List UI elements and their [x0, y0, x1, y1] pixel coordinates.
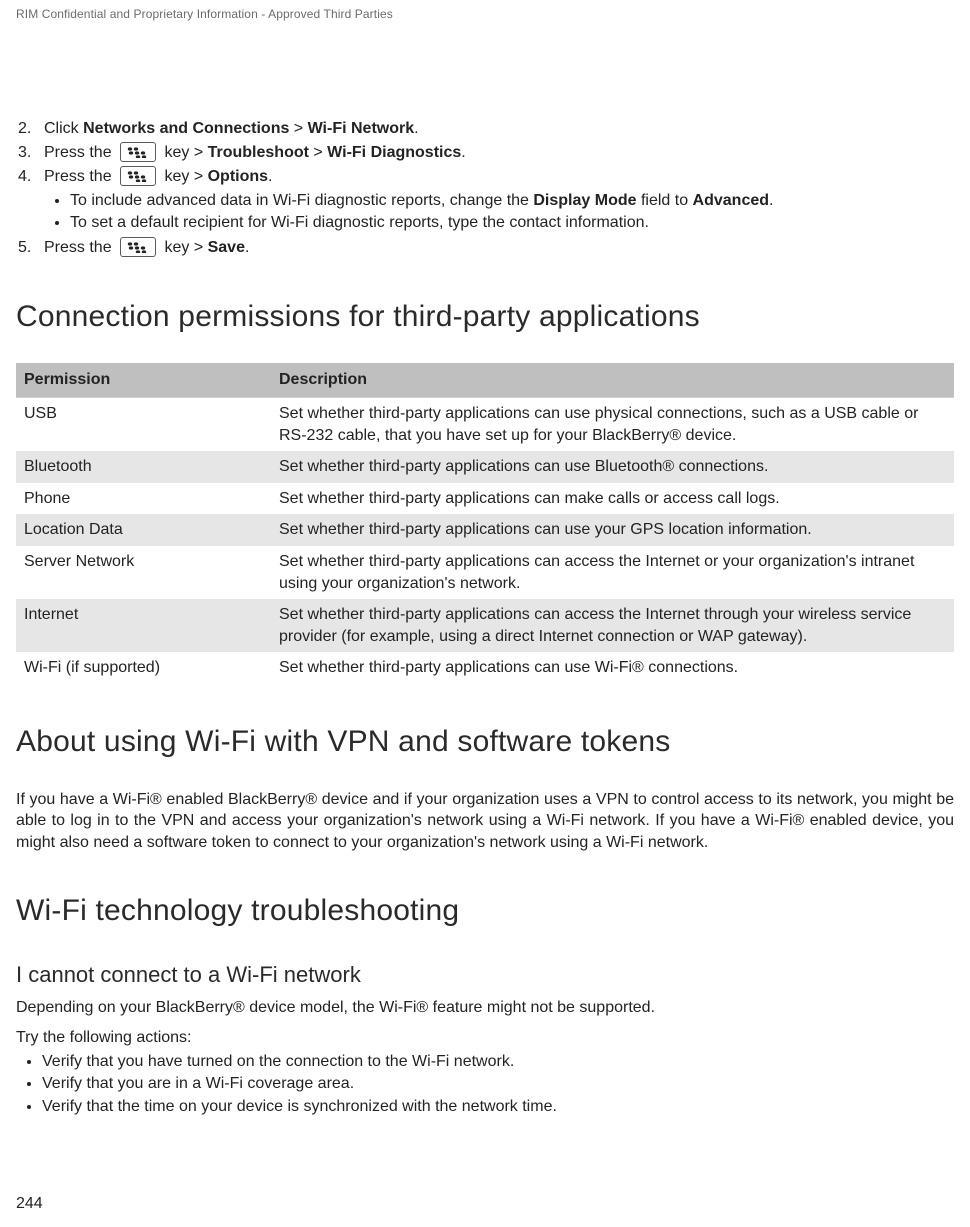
- section-troubleshooting-title: Wi-Fi technology troubleshooting: [16, 891, 954, 932]
- list-item: To include advanced data in Wi-Fi diagno…: [70, 190, 954, 212]
- step-item: 5.Press the key > Save.: [16, 237, 954, 259]
- permission-description: Set whether third-party applications can…: [271, 483, 954, 515]
- blackberry-key-icon: [120, 142, 156, 162]
- header-confidential-note: RIM Confidential and Proprietary Informa…: [16, 6, 954, 22]
- troubleshoot-p1: Depending on your BlackBerry® device mod…: [16, 997, 954, 1019]
- vpn-para: If you have a Wi-Fi® enabled BlackBerry®…: [16, 789, 954, 854]
- permission-description: Set whether third-party applications can…: [271, 599, 954, 652]
- list-item: Verify that the time on your device is s…: [42, 1096, 954, 1118]
- permission-description: Set whether third-party applications can…: [271, 398, 954, 452]
- permission-name: Location Data: [16, 514, 271, 546]
- permission-name: Bluetooth: [16, 451, 271, 483]
- table-row: InternetSet whether third-party applicat…: [16, 599, 954, 652]
- step-body: Click Networks and Connections > Wi-Fi N…: [44, 118, 954, 140]
- table-header-description: Description: [271, 363, 954, 397]
- step-text: Press the key > Troubleshoot > Wi-Fi Dia…: [44, 144, 466, 161]
- section-connection-permissions-title: Connection permissions for third-party a…: [16, 297, 954, 338]
- table-header-permission: Permission: [16, 363, 271, 397]
- step-subbullets: To include advanced data in Wi-Fi diagno…: [70, 190, 954, 234]
- section-vpn-title: About using Wi-Fi with VPN and software …: [16, 722, 954, 763]
- step-text: Click Networks and Connections > Wi-Fi N…: [44, 120, 419, 137]
- permission-description: Set whether third-party applications can…: [271, 546, 954, 599]
- permission-description: Set whether third-party applications can…: [271, 451, 954, 483]
- permission-description: Set whether third-party applications can…: [271, 652, 954, 684]
- table-row: Server NetworkSet whether third-party ap…: [16, 546, 954, 599]
- troubleshoot-p2: Try the following actions:: [16, 1027, 954, 1049]
- page-number: 244: [16, 1193, 43, 1215]
- table-row: Wi-Fi (if supported)Set whether third-pa…: [16, 652, 954, 684]
- content-area: 2.Click Networks and Connections > Wi-Fi…: [16, 22, 954, 1117]
- permission-name: Wi-Fi (if supported): [16, 652, 271, 684]
- step-number: 3.: [16, 142, 44, 164]
- table-header-row: Permission Description: [16, 363, 954, 397]
- step-item: 4.Press the key > Options. To include adv…: [16, 166, 954, 235]
- step-body: Press the key > Troubleshoot > Wi-Fi Dia…: [44, 142, 954, 164]
- permissions-table: Permission Description USBSet whether th…: [16, 363, 954, 684]
- list-item: Verify that you are in a Wi-Fi coverage …: [42, 1073, 954, 1095]
- table-row: USBSet whether third-party applications …: [16, 398, 954, 452]
- step-text: Press the key > Save.: [44, 239, 249, 256]
- step-item: 2.Click Networks and Connections > Wi-Fi…: [16, 118, 954, 140]
- steps-list: 2.Click Networks and Connections > Wi-Fi…: [16, 118, 954, 259]
- step-body: Press the key > Options. To include advan…: [44, 166, 954, 235]
- table-row: Location DataSet whether third-party app…: [16, 514, 954, 546]
- subsection-cannot-connect-title: I cannot connect to a Wi-Fi network: [16, 960, 954, 990]
- page: RIM Confidential and Proprietary Informa…: [0, 0, 970, 1227]
- permission-name: Server Network: [16, 546, 271, 599]
- table-row: BluetoothSet whether third-party applica…: [16, 451, 954, 483]
- troubleshoot-bullets: Verify that you have turned on the conne…: [42, 1051, 954, 1118]
- permission-name: Internet: [16, 599, 271, 652]
- permission-description: Set whether third-party applications can…: [271, 514, 954, 546]
- step-number: 5.: [16, 237, 44, 259]
- step-number: 4.: [16, 166, 44, 188]
- step-item: 3.Press the key > Troubleshoot > Wi-Fi D…: [16, 142, 954, 164]
- step-number: 2.: [16, 118, 44, 140]
- blackberry-key-icon: [120, 166, 156, 186]
- step-body: Press the key > Save.: [44, 237, 954, 259]
- list-item: To set a default recipient for Wi-Fi dia…: [70, 212, 954, 234]
- permission-name: USB: [16, 398, 271, 452]
- blackberry-key-icon: [120, 237, 156, 257]
- permission-name: Phone: [16, 483, 271, 515]
- table-row: PhoneSet whether third-party application…: [16, 483, 954, 515]
- list-item: Verify that you have turned on the conne…: [42, 1051, 954, 1073]
- step-text: Press the key > Options.: [44, 168, 273, 185]
